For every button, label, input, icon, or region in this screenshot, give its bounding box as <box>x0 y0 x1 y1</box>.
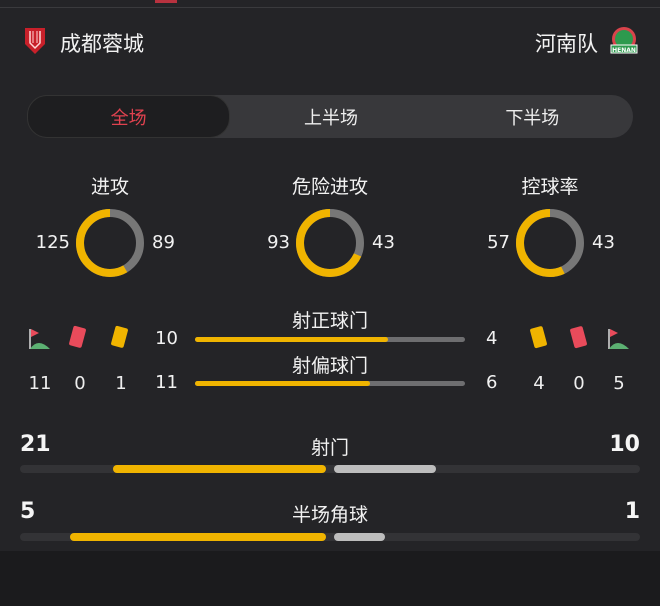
donut-label: 控球率 <box>521 176 579 198</box>
donut-away-value: 43 <box>592 232 615 253</box>
big-bar-home-fill <box>112 465 326 473</box>
donut-label: 危险进攻 <box>291 176 368 198</box>
away-corners-count: 5 <box>613 373 625 394</box>
away-corner-flag-icon <box>608 329 629 349</box>
donut-home-value: 125 <box>35 232 70 253</box>
away-crest-icon: HENAN <box>610 27 638 54</box>
shot-bar-label: 射正球门 <box>291 310 368 332</box>
shot-bar-track <box>195 381 465 386</box>
big-bar-away-value: 10 <box>609 432 640 457</box>
big-bar-track <box>20 465 640 473</box>
donut-home-arc <box>516 209 584 277</box>
shot-bar-home-fill <box>195 381 370 386</box>
donut-chart <box>296 209 364 277</box>
shot-bar-home-value: 11 <box>155 372 178 393</box>
home-corners-count: 11 <box>28 373 52 394</box>
donut-away-value: 89 <box>152 232 175 253</box>
donut-label: 进攻 <box>90 176 129 198</box>
big-bar-away-fill <box>334 533 386 541</box>
home-corner-flag-icon <box>29 329 50 349</box>
big-bar-away-value: 1 <box>624 499 640 524</box>
divider <box>0 7 660 8</box>
big-bar-home-value: 5 <box>20 499 36 524</box>
home-red-card-icon <box>69 325 86 348</box>
away-team-name: 河南队 <box>535 32 598 56</box>
shot-bar-home-fill <box>195 337 388 342</box>
tab-second-half[interactable]: 下半场 <box>505 107 560 129</box>
away-red-count: 0 <box>573 373 585 394</box>
home-yellow-count: 1 <box>115 373 127 394</box>
big-bar-track <box>20 533 640 541</box>
big-bar-away-fill <box>334 465 436 473</box>
away-crest-text: HENAN <box>612 47 636 54</box>
donut-home-value: 57 <box>487 232 510 253</box>
away-yellow-count: 4 <box>533 373 545 394</box>
donut-chart <box>76 209 144 277</box>
home-crest-icon <box>25 28 45 54</box>
shot-bar-label: 射偏球门 <box>291 355 368 377</box>
donut-home-arc <box>76 209 144 277</box>
donut-away-value: 43 <box>372 232 395 253</box>
shot-bar-track <box>195 337 465 342</box>
big-bar-label: 射门 <box>310 437 349 459</box>
home-red-count: 0 <box>74 373 86 394</box>
big-bar-home-value: 21 <box>20 432 51 457</box>
shot-bar-home-value: 10 <box>155 328 178 349</box>
active-tab-indicator <box>155 0 177 3</box>
period-tabs: 全场 上半场 下半场 <box>27 95 633 138</box>
home-team-name: 成都蓉城 <box>60 32 144 56</box>
donut-home-arc <box>296 209 364 277</box>
shot-bar-away-value: 6 <box>486 372 498 393</box>
big-bar-label: 半场角球 <box>291 504 368 526</box>
donut-home-value: 93 <box>267 232 290 253</box>
away-yellow-card-icon <box>530 326 547 349</box>
tab-first-half[interactable]: 上半场 <box>303 107 358 129</box>
donut-chart <box>516 209 584 277</box>
home-yellow-card-icon <box>111 325 128 348</box>
away-red-card-icon <box>570 326 587 349</box>
tab-full-match[interactable]: 全场 <box>27 95 231 138</box>
big-bar-home-fill <box>70 533 326 541</box>
shot-bar-away-value: 4 <box>486 328 498 349</box>
